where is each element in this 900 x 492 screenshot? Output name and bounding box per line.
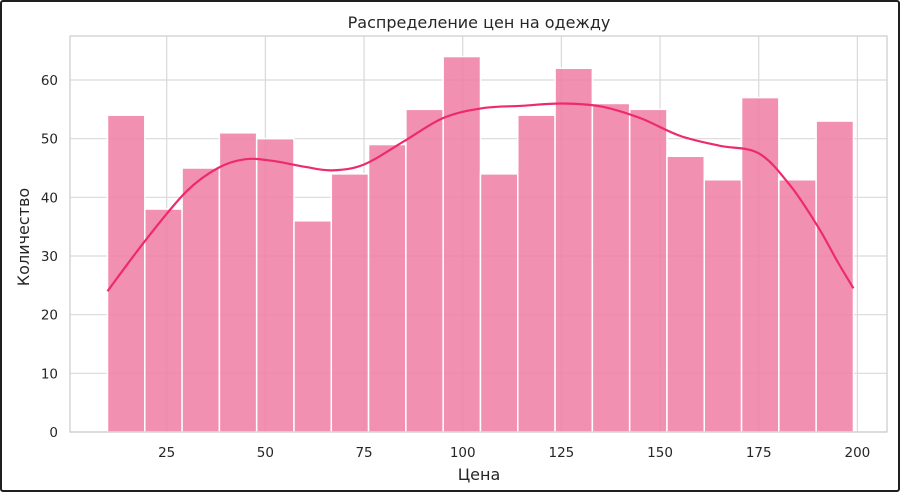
histogram-bar <box>666 155 706 433</box>
x-tick-label: 125 <box>548 445 574 461</box>
x-tick-label: 75 <box>355 445 372 461</box>
x-tick-label: 100 <box>450 445 476 461</box>
x-tick-label: 150 <box>647 445 673 461</box>
histogram-bar <box>442 55 482 433</box>
histogram-bar <box>106 114 146 433</box>
histogram-bar <box>367 143 407 433</box>
histogram-bar <box>405 108 444 433</box>
x-tick-labels: 25 50 75 100 125 150 175 200 <box>158 445 870 461</box>
kde-line <box>106 102 855 292</box>
y-tick-label: 10 <box>41 366 58 382</box>
histogram-bar <box>815 120 855 433</box>
histogram-bar <box>479 173 519 433</box>
x-tick-label: 200 <box>845 445 871 461</box>
x-tick-label: 175 <box>746 445 772 461</box>
x-tick-label: 25 <box>158 445 175 461</box>
y-axis-label: Количество <box>14 188 33 286</box>
histogram-bar <box>740 96 780 433</box>
histogram-bar <box>293 220 333 433</box>
y-tick-label: 50 <box>41 132 58 148</box>
histogram-bars <box>106 55 855 433</box>
histogram-bar <box>255 137 295 433</box>
y-tick-label: 30 <box>41 249 58 265</box>
histogram-bar <box>144 208 183 433</box>
y-tick-label: 20 <box>41 308 58 324</box>
x-tick-label: 50 <box>257 445 274 461</box>
histogram-bar <box>628 108 668 433</box>
axes-border <box>69 35 888 433</box>
histogram-bar <box>517 114 556 433</box>
chart-title: Распределение цен на одежду <box>348 13 611 32</box>
histogram-bar <box>554 67 594 433</box>
histogram-bar <box>330 173 370 433</box>
histogram-bar <box>703 178 743 433</box>
histogram-bar <box>218 132 258 433</box>
y-tick-labels: 0 10 20 30 40 50 60 <box>41 73 58 441</box>
y-tick-label: 60 <box>41 73 58 89</box>
x-axis-label: Цена <box>458 465 501 484</box>
histogram-bar <box>778 178 817 433</box>
histogram-bar <box>181 167 221 433</box>
y-tick-label: 0 <box>49 425 58 441</box>
kde-curve-group <box>106 102 855 292</box>
histogram-bar <box>591 102 631 433</box>
y-tick-label: 40 <box>41 190 58 206</box>
